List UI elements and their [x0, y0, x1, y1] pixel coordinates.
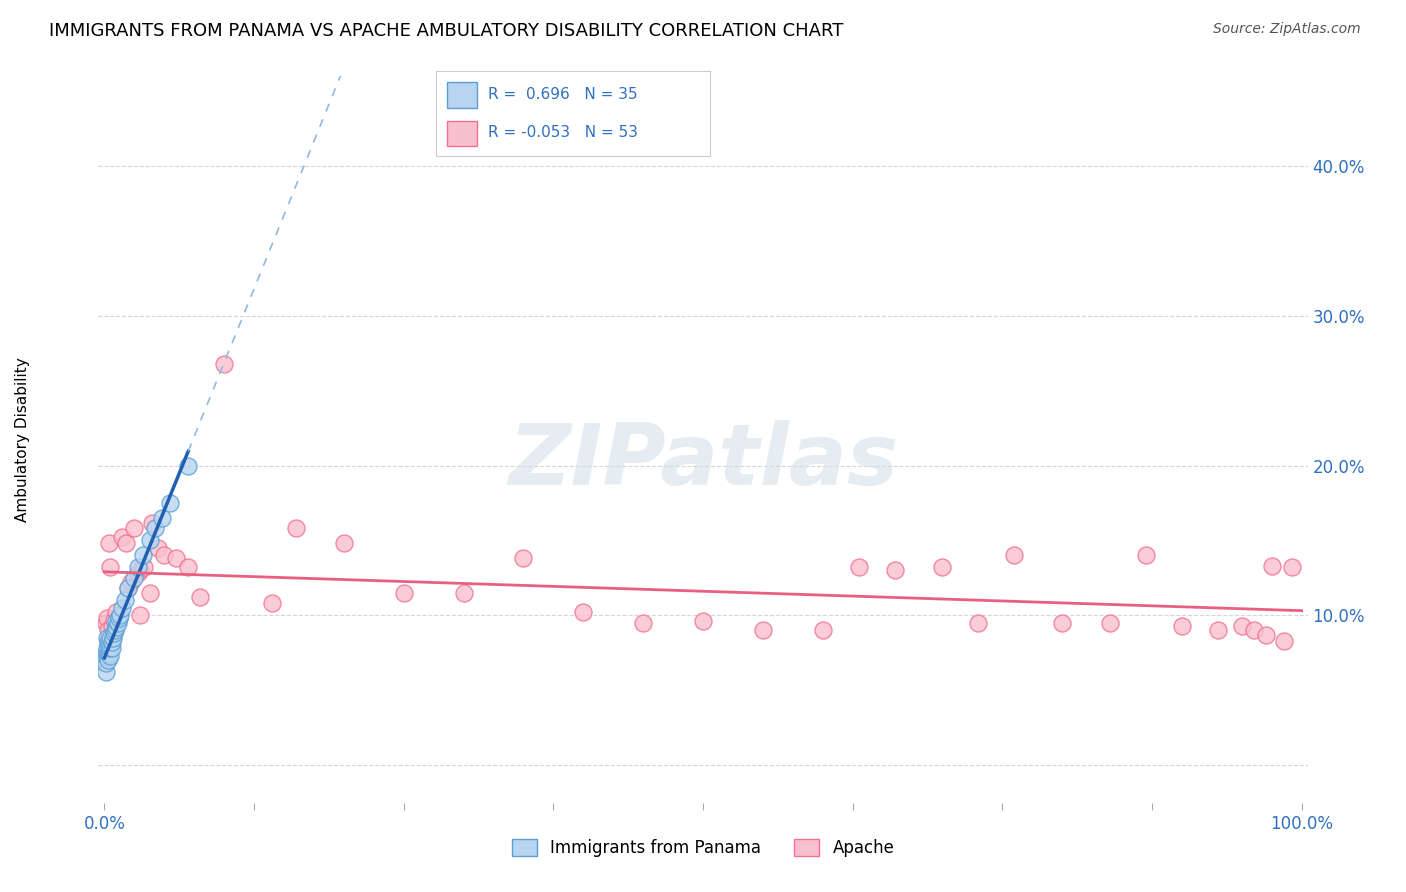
Y-axis label: Ambulatory Disability: Ambulatory Disability [15, 357, 30, 522]
Point [392, 586, 415, 600]
Point [124, 521, 146, 535]
Point [103, 626, 125, 640]
Text: R = -0.053   N = 53: R = -0.053 N = 53 [488, 125, 638, 140]
Point [1243, 624, 1265, 638]
Point [1171, 619, 1194, 633]
Point [100, 641, 122, 656]
Point [98, 648, 121, 662]
Point [139, 586, 162, 600]
Point [129, 564, 152, 578]
Point [107, 615, 129, 630]
Point [1272, 634, 1295, 648]
Point [1135, 549, 1157, 563]
Point [107, 611, 129, 625]
Point [117, 582, 139, 596]
Point [188, 591, 211, 605]
Point [212, 357, 235, 371]
Point [97, 653, 120, 667]
Point [159, 496, 181, 510]
Point [96, 631, 118, 645]
Point [453, 586, 475, 600]
Text: ZIPatlas: ZIPatlas [508, 419, 898, 502]
Point [631, 615, 654, 630]
Point [100, 648, 122, 663]
Point [129, 608, 152, 623]
Point [96, 641, 118, 656]
Point [148, 541, 170, 555]
Point [105, 620, 128, 634]
Point [572, 606, 595, 620]
Point [967, 615, 990, 630]
Point [111, 531, 134, 545]
Point [165, 551, 187, 566]
Point [115, 536, 138, 550]
Point [333, 536, 356, 550]
Point [94, 657, 117, 671]
Point [1002, 549, 1025, 563]
Point [105, 615, 128, 629]
Point [883, 564, 905, 578]
Point [117, 582, 139, 596]
Point [105, 606, 128, 620]
Point [111, 601, 134, 615]
Point [1206, 624, 1229, 638]
Legend: Immigrants from Panama, Apache: Immigrants from Panama, Apache [505, 832, 901, 863]
Point [97, 624, 120, 638]
Point [512, 551, 534, 566]
Point [150, 511, 173, 525]
Point [1281, 560, 1303, 574]
Point [1099, 615, 1122, 630]
Point [177, 560, 200, 574]
Point [1254, 628, 1277, 642]
Point [811, 624, 834, 638]
Point [107, 611, 129, 625]
Text: IMMIGRANTS FROM PANAMA VS APACHE AMBULATORY DISABILITY CORRELATION CHART: IMMIGRANTS FROM PANAMA VS APACHE AMBULAT… [49, 22, 844, 40]
Text: Source: ZipAtlas.com: Source: ZipAtlas.com [1213, 22, 1361, 37]
Point [96, 611, 118, 625]
Point [100, 635, 122, 649]
FancyBboxPatch shape [447, 120, 477, 146]
Point [100, 560, 122, 574]
Point [94, 646, 117, 660]
Point [101, 631, 124, 645]
Point [108, 608, 131, 623]
Point [127, 560, 149, 574]
Point [127, 566, 149, 581]
Point [120, 575, 142, 590]
Point [132, 560, 155, 574]
Point [94, 665, 117, 680]
Point [1260, 558, 1282, 573]
Point [97, 635, 120, 649]
Point [931, 560, 953, 574]
Point [104, 624, 127, 638]
Text: R =  0.696   N = 35: R = 0.696 N = 35 [488, 87, 637, 102]
Point [97, 646, 120, 660]
Point [143, 521, 166, 535]
Point [100, 641, 122, 656]
Point [98, 536, 121, 550]
Point [1050, 615, 1073, 630]
Point [103, 613, 125, 627]
Point [96, 650, 118, 665]
Point [692, 615, 714, 629]
Point [139, 533, 162, 548]
Point [752, 624, 775, 638]
Point [141, 516, 163, 530]
Point [94, 615, 117, 630]
Point [153, 549, 176, 563]
Point [848, 560, 870, 574]
Point [100, 631, 122, 645]
Point [177, 458, 200, 473]
Point [114, 593, 136, 607]
Point [98, 639, 121, 653]
Point [124, 571, 146, 585]
Point [100, 619, 122, 633]
Point [132, 549, 155, 563]
Point [260, 597, 283, 611]
Point [284, 521, 307, 535]
Point [1230, 619, 1253, 633]
FancyBboxPatch shape [447, 82, 477, 108]
